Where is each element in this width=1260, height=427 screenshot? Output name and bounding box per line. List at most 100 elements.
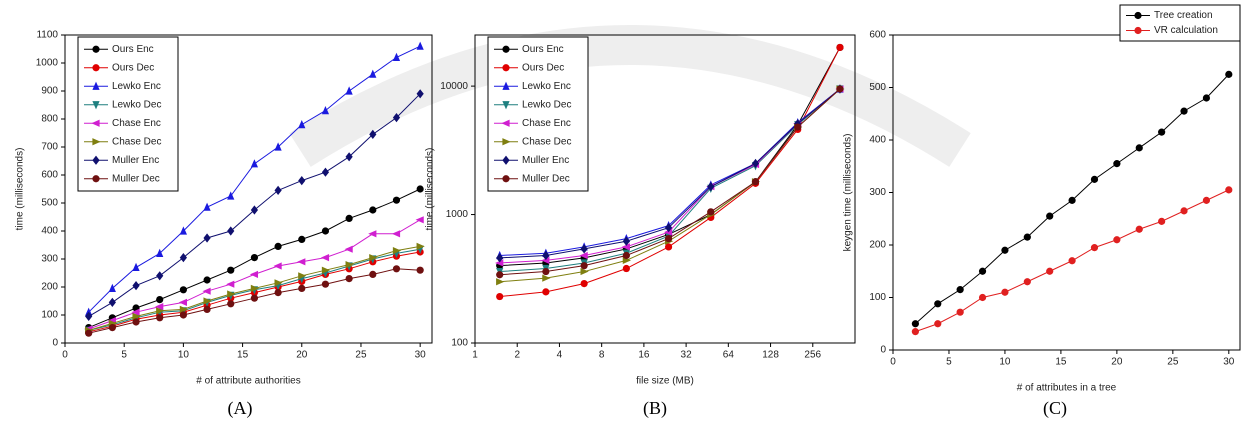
marker	[580, 262, 588, 270]
y-tick-label: 400	[41, 226, 58, 237]
x-tick-label: 4	[557, 350, 563, 361]
marker	[273, 262, 282, 270]
marker	[622, 264, 630, 273]
legend-label: VR calculation	[1154, 25, 1218, 36]
legend-marker	[92, 64, 100, 72]
marker	[1001, 288, 1009, 296]
y-tick-label: 300	[41, 254, 58, 265]
marker	[250, 159, 259, 168]
marker	[392, 113, 401, 123]
marker	[274, 185, 282, 195]
y-axis-label: keygen time (milliseconds)	[843, 134, 854, 252]
legend-label: Muller Dec	[112, 173, 160, 184]
x-tick-label: 256	[804, 350, 821, 361]
marker	[298, 284, 306, 292]
marker	[369, 206, 377, 214]
x-tick-label: 5	[946, 357, 952, 368]
marker	[227, 290, 236, 298]
marker	[1023, 278, 1031, 286]
marker	[416, 266, 424, 274]
x-tick-label: 10	[999, 357, 1011, 368]
marker	[369, 254, 378, 262]
marker	[298, 120, 306, 129]
legend-label: Chase Dec	[112, 136, 161, 147]
marker	[579, 251, 588, 260]
marker	[298, 176, 306, 186]
y-tick-label: 600	[41, 170, 58, 181]
y-tick-label: 600	[869, 30, 886, 41]
y-tick-label: 1100	[36, 30, 58, 41]
x-axis-label: file size (MB)	[636, 376, 694, 387]
legend-marker	[1134, 11, 1142, 20]
marker	[542, 274, 551, 282]
legend-label: Muller Enc	[522, 155, 569, 166]
plot-frame	[474, 34, 856, 344]
marker	[250, 254, 259, 262]
marker	[496, 271, 504, 279]
marker	[85, 311, 93, 321]
marker	[1202, 94, 1211, 102]
marker	[1090, 244, 1099, 252]
marker	[1158, 217, 1166, 225]
legend-box	[1119, 4, 1241, 42]
x-tick-label: 20	[296, 350, 308, 361]
x-tick-label: 5	[121, 350, 127, 361]
legend-marker	[502, 45, 510, 53]
marker	[622, 251, 630, 260]
marker	[179, 253, 187, 263]
plot-frame	[64, 34, 433, 344]
marker	[622, 236, 630, 246]
marker	[496, 278, 505, 286]
marker	[392, 247, 402, 255]
marker	[156, 248, 164, 257]
marker	[156, 314, 164, 322]
x-tick-label: 25	[1167, 357, 1179, 368]
x-tick-label: 25	[355, 350, 367, 361]
y-tick-label: 200	[41, 282, 58, 293]
marker	[1046, 212, 1054, 220]
marker	[415, 216, 424, 224]
marker	[179, 311, 187, 319]
legend-label: Chase Dec	[522, 136, 571, 147]
y-tick-label: 200	[869, 240, 886, 251]
marker	[202, 287, 211, 295]
marker	[580, 280, 588, 288]
marker	[179, 286, 187, 294]
marker	[542, 267, 550, 276]
marker	[978, 293, 987, 302]
legend-marker	[92, 155, 100, 165]
x-tick-label: 30	[1223, 357, 1235, 368]
marker	[664, 223, 673, 233]
marker	[751, 178, 760, 186]
caption: (B)	[643, 398, 667, 419]
marker	[1001, 246, 1009, 254]
marker	[85, 329, 93, 337]
marker	[707, 208, 715, 216]
legend-marker	[502, 175, 510, 183]
marker	[496, 292, 504, 301]
marker	[392, 265, 401, 273]
marker	[274, 242, 282, 250]
marker	[298, 235, 306, 243]
marker	[1225, 70, 1233, 78]
marker	[132, 281, 140, 291]
y-tick-label: 1000	[36, 58, 59, 69]
legend-marker	[92, 175, 100, 183]
marker	[1202, 196, 1211, 204]
marker	[934, 300, 942, 308]
marker	[321, 280, 330, 288]
y-tick-label: 0	[880, 345, 886, 356]
marker	[345, 261, 354, 269]
legend-label: Ours Dec	[112, 62, 154, 73]
marker	[1113, 236, 1121, 244]
marker	[664, 234, 673, 243]
marker	[1180, 207, 1188, 215]
marker	[751, 158, 760, 169]
marker	[321, 167, 330, 177]
x-tick-label: 15	[237, 350, 249, 361]
marker	[203, 202, 211, 211]
marker	[956, 286, 964, 294]
marker	[495, 259, 504, 267]
legend-box	[487, 36, 589, 192]
